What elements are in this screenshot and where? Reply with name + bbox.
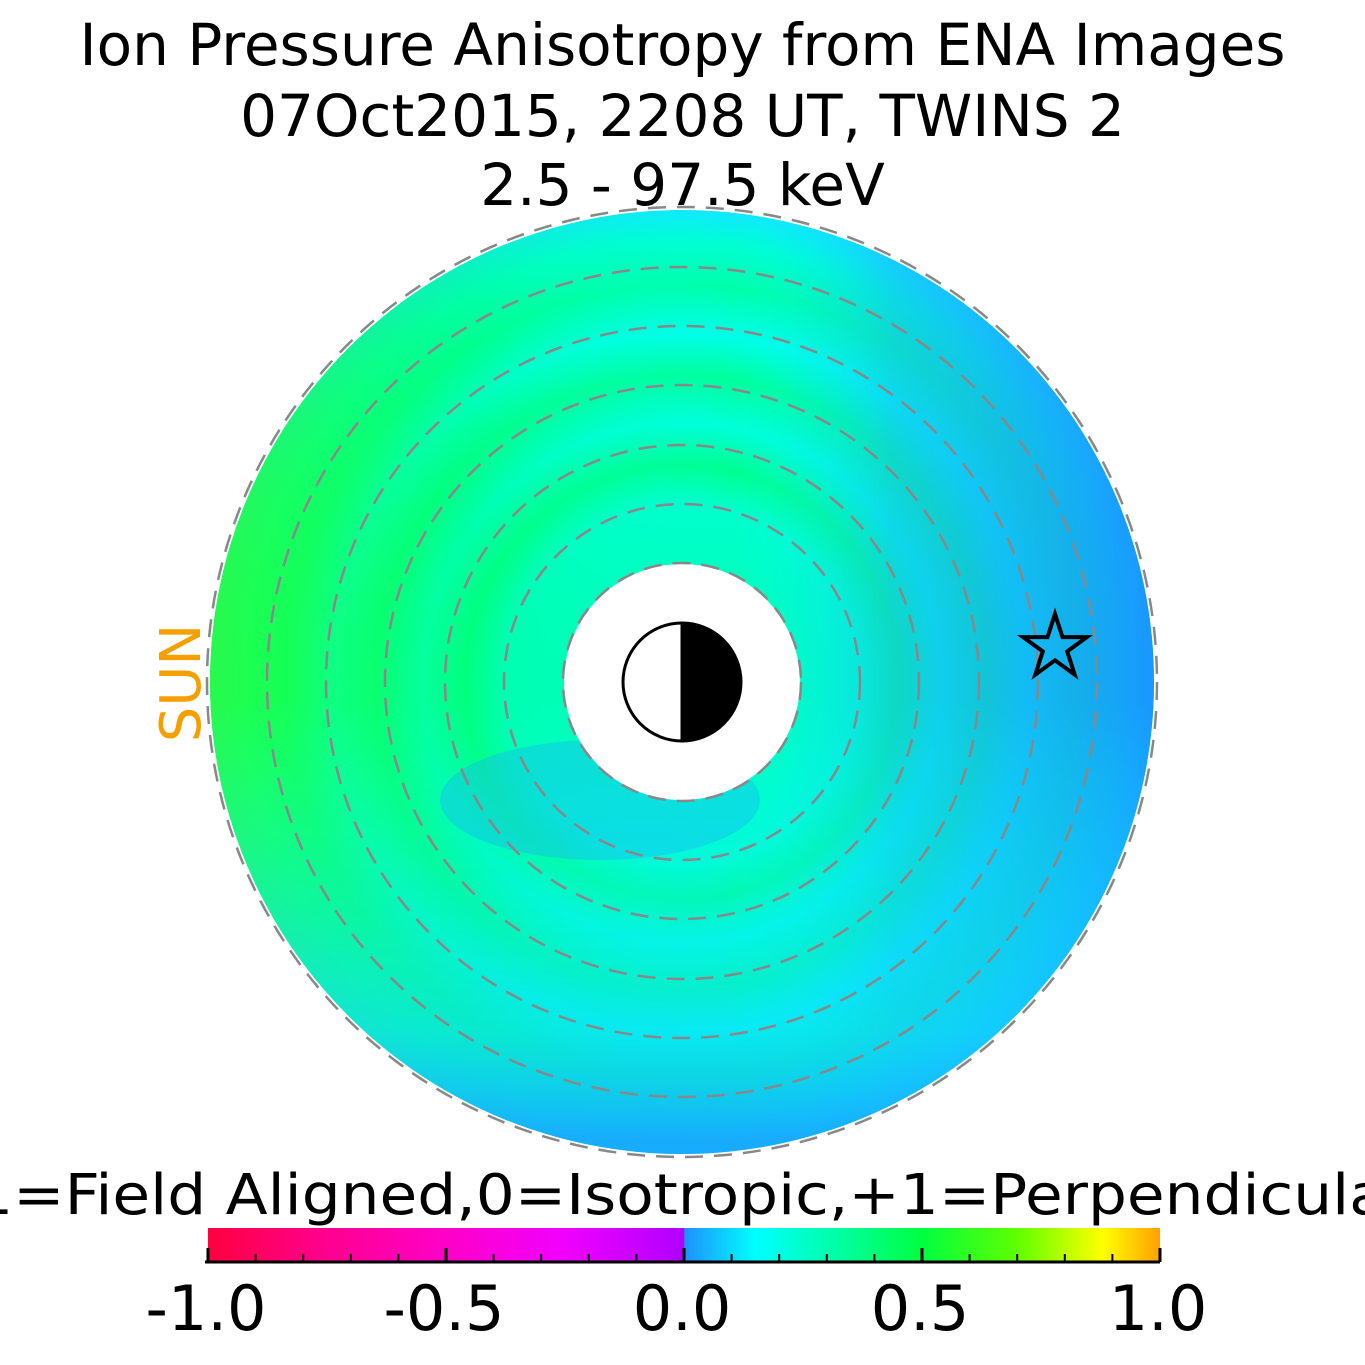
dashed-circle-6 bbox=[265, 265, 1099, 1099]
colorbar-tick-label: -0.5 bbox=[384, 1272, 505, 1345]
star-icon bbox=[1016, 607, 1094, 680]
dashed-circle-4 bbox=[383, 383, 981, 981]
colorbar-tick-label: 0.5 bbox=[871, 1272, 970, 1345]
colorbar-ticks: -1.0 -0.5 0.0 0.5 1.0 bbox=[146, 1248, 1208, 1345]
colorbar-tick-label: -1.0 bbox=[146, 1272, 267, 1345]
dashed-circle-2 bbox=[502, 502, 862, 862]
colorbar-caption: -1=Field Aligned,0=Isotropic,+1=Perpendi… bbox=[0, 1163, 1365, 1228]
colorbar-tick-label: 0.0 bbox=[633, 1272, 732, 1345]
dashed-circles bbox=[205, 205, 1159, 1159]
dashed-circle-3 bbox=[443, 443, 921, 921]
dashed-circle-1 bbox=[561, 561, 803, 803]
chart-title: Ion Pressure Anisotropy from ENA Images bbox=[79, 11, 1286, 79]
colorbar-tick-label: 1.0 bbox=[1109, 1272, 1208, 1345]
sun-label: SUN bbox=[149, 624, 214, 742]
dashed-circle-5 bbox=[324, 324, 1040, 1040]
dashed-circle-7 bbox=[205, 205, 1159, 1159]
earth-day-night-icon bbox=[621, 621, 743, 743]
chart-subtitle-date: 07Oct2015, 2208 UT, TWINS 2 bbox=[240, 82, 1125, 150]
